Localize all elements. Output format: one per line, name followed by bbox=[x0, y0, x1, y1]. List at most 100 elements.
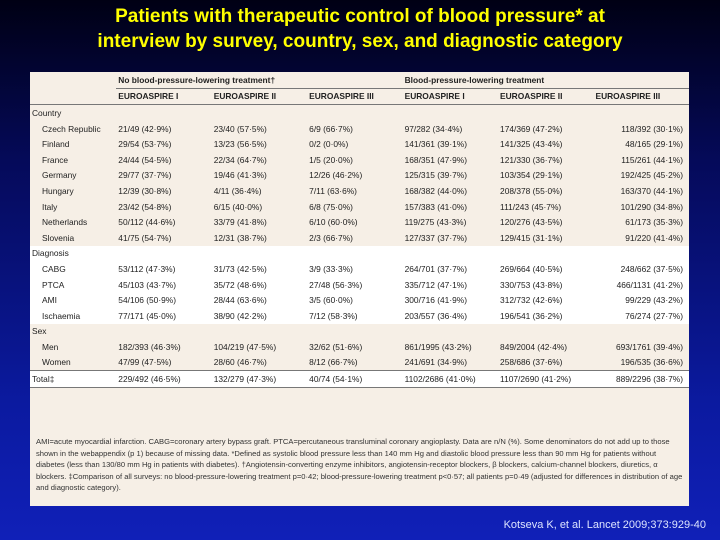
table-cell: 196/541 (36·2%) bbox=[498, 307, 594, 324]
row-label: Czech Republic bbox=[42, 123, 101, 134]
table-cell: 101/290 (34·8%) bbox=[620, 201, 683, 212]
table-cell: 466/1131 (41·2%) bbox=[593, 276, 689, 293]
row-label: Finland bbox=[42, 139, 70, 150]
table-row: Men 182/393 (46·3%) 104/219 (47·5%) 32/62 (… bbox=[30, 339, 689, 355]
table-cell: 28/60 (46·7%) bbox=[213, 357, 267, 368]
table-cell: 229/492 (46·5%) bbox=[116, 370, 212, 388]
table-cell: 889/2296 (38·7%) bbox=[593, 370, 689, 388]
survey-header: EUROASPIRE II bbox=[211, 88, 308, 106]
table-cell: 33/79 (41·8%) bbox=[213, 217, 267, 228]
table-cell: 119/275 (43·3%) bbox=[404, 217, 467, 228]
group-header-no-treatment: No blood-pressure-lowering treatment† bbox=[116, 72, 403, 89]
group-header-spacer bbox=[30, 72, 116, 88]
table-cell: 192/425 (45·2%) bbox=[620, 170, 683, 181]
table-cell: 3/5 (60·0%) bbox=[307, 292, 403, 308]
table-cell: 115/261 (44·1%) bbox=[621, 154, 683, 165]
table-panel: No blood-pressure-lowering treatment† Bl… bbox=[30, 72, 689, 506]
table-cell: 157/383 (41·0%) bbox=[404, 201, 467, 212]
table-cell: 141/361 (39·1%) bbox=[404, 139, 467, 150]
table-row: France 24/44 (54·5%) 22/34 (64·7%) 1/5 (20·… bbox=[30, 152, 689, 168]
section-label-diagnosis: Diagnosis bbox=[30, 245, 689, 262]
table-cell: 41/75 (54·7%) bbox=[118, 232, 172, 243]
table-cell: 335/712 (47·1%) bbox=[402, 276, 499, 293]
table-row: Germany 29/77 (37·7%) 19/46 (41·3%) 12/26 (… bbox=[30, 168, 689, 184]
survey-header: EUROASPIRE II bbox=[498, 88, 594, 106]
table-cell: 53/112 (47·3%) bbox=[116, 261, 212, 277]
table-cell: 1107/2690 (41·2%) bbox=[498, 370, 594, 388]
row-label: France bbox=[42, 154, 69, 165]
row-label: Netherlands bbox=[42, 217, 88, 228]
table-cell: 208/378 (55·0%) bbox=[500, 185, 563, 196]
table-cell: 48/165 (29·1%) bbox=[625, 139, 683, 150]
table-cell: 182/393 (46·3%) bbox=[118, 341, 181, 352]
table-cell: 6/9 (66·7%) bbox=[309, 123, 353, 134]
table-cell: 120/276 (43·5%) bbox=[500, 217, 563, 228]
table-cell: 1102/2686 (41·0%) bbox=[402, 370, 499, 388]
table-cell: 38/90 (42·2%) bbox=[211, 307, 308, 324]
table-cell: 168/351 (47·9%) bbox=[404, 154, 467, 165]
table-cell: 248/662 (37·5%) bbox=[593, 261, 689, 277]
row-label: PTCA bbox=[30, 276, 117, 293]
table-cell: 35/72 (48·6%) bbox=[211, 276, 308, 293]
blood-pressure-table: No blood-pressure-lowering treatment† Bl… bbox=[30, 72, 689, 388]
table-cell: 28/44 (63·6%) bbox=[211, 292, 308, 308]
section-row-sex: Sex bbox=[30, 324, 689, 340]
column-group-header: No blood-pressure-lowering treatment† Bl… bbox=[30, 72, 689, 89]
table-cell: 1/5 (20·0%) bbox=[309, 154, 353, 165]
table-cell: 91/220 (41·4%) bbox=[625, 232, 683, 243]
table-cell: 4/11 (36·4%) bbox=[213, 185, 262, 196]
table-cell: 0/2 (0·0%) bbox=[309, 139, 349, 150]
table-cell: 849/2004 (42·4%) bbox=[500, 341, 568, 352]
table-cell: 13/23 (56·5%) bbox=[213, 139, 267, 150]
row-label: Ischaemia bbox=[30, 307, 117, 324]
section-label-sex: Sex bbox=[32, 326, 47, 337]
table-cell: 76/274 (27·7%) bbox=[593, 307, 689, 324]
row-label: Italy bbox=[42, 201, 58, 212]
row-label: Women bbox=[42, 357, 71, 368]
table-cell: 2/3 (66·7%) bbox=[309, 232, 353, 243]
table-cell: 50/112 (44·6%) bbox=[118, 217, 176, 228]
table-cell: 29/77 (37·7%) bbox=[118, 170, 172, 181]
table-cell: 12/39 (30·8%) bbox=[118, 185, 172, 196]
table-cell: 7/12 (58·3%) bbox=[307, 307, 403, 324]
slide-title: Patients with therapeutic control of blo… bbox=[0, 4, 720, 54]
table-cell: 693/1761 (39·4%) bbox=[615, 341, 683, 352]
table-row: PTCA 45/103 (43·7%) 35/72 (48·6%) 27/48 (56… bbox=[30, 276, 689, 293]
group-header-treatment: Blood-pressure-lowering treatment bbox=[402, 72, 689, 89]
section-row-country: Country bbox=[30, 105, 689, 121]
table-cell: 54/106 (50·9%) bbox=[116, 292, 212, 308]
title-line-2: interview by survey, country, sex, and d… bbox=[97, 31, 623, 52]
table-cell: 174/369 (47·2%) bbox=[500, 123, 563, 134]
table-cell: 300/716 (41·9%) bbox=[402, 292, 499, 308]
table-cell: 97/282 (34·4%) bbox=[404, 123, 463, 134]
table-row: Italy 23/42 (54·8%) 6/15 (40·0%) 6/8 (75·0%… bbox=[30, 199, 689, 215]
table-cell: 104/219 (47·5%) bbox=[213, 341, 277, 352]
section-label-country: Country bbox=[32, 107, 62, 118]
table-cell: 19/46 (41·3%) bbox=[213, 170, 267, 181]
table-cell: 118/392 (30·1%) bbox=[621, 123, 683, 134]
title-line-1: Patients with therapeutic control of blo… bbox=[115, 6, 605, 27]
table-cell: 163/370 (44·1%) bbox=[620, 185, 683, 196]
table-cell: 12/31 (38·7%) bbox=[213, 232, 267, 243]
table-cell: 196/535 (36·6%) bbox=[620, 357, 683, 368]
table-row: CABG 53/112 (47·3%) 31/73 (42·5%) 3/9 (33·3… bbox=[30, 261, 689, 277]
table-row: Netherlands 50/112 (44·6%) 33/79 (41·8%) 6/… bbox=[30, 214, 689, 230]
row-label: Men bbox=[42, 341, 59, 352]
table-cell: 168/382 (44·0%) bbox=[404, 185, 467, 196]
table-cell: 103/354 (29·1%) bbox=[500, 170, 563, 181]
survey-header: EUROASPIRE I bbox=[402, 88, 499, 106]
table-cell: 203/557 (36·4%) bbox=[402, 307, 499, 324]
table-cell: 129/415 (31·1%) bbox=[500, 232, 563, 243]
table-cell: 258/686 (37·6%) bbox=[500, 357, 563, 368]
table-cell: 23/42 (54·8%) bbox=[118, 201, 172, 212]
table-cell: 22/34 (64·7%) bbox=[213, 154, 267, 165]
table-cell: 3/9 (33·3%) bbox=[307, 261, 403, 277]
table-footnote: AMI=acute myocardial infarction. CABG=co… bbox=[36, 437, 683, 493]
table-cell: 269/664 (40·5%) bbox=[498, 261, 594, 277]
table-cell: 8/12 (66·7%) bbox=[309, 357, 358, 368]
table-cell: 40/74 (54·1%) bbox=[307, 370, 403, 388]
citation: Kotseva K, et al. Lancet 2009;373:929-40 bbox=[503, 519, 706, 531]
table-cell: 312/732 (42·6%) bbox=[498, 292, 594, 308]
table-cell: 27/48 (56·3%) bbox=[307, 276, 403, 293]
section-row-diagnosis: Diagnosis bbox=[30, 245, 689, 262]
